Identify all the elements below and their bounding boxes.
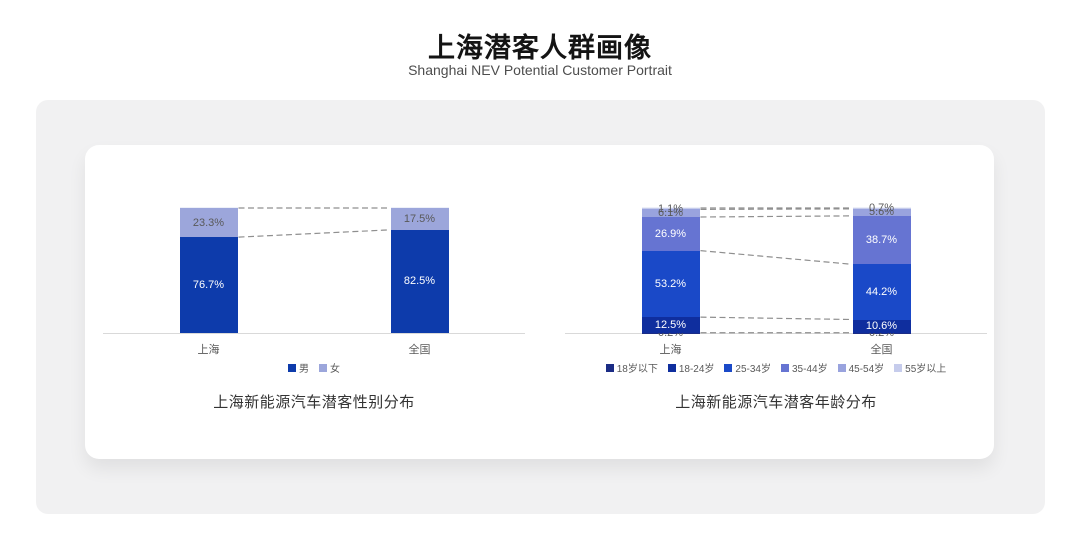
- category-label: 全国: [408, 344, 431, 356]
- bar-segment: 76.7%: [179, 237, 238, 333]
- legend-swatch-icon: [837, 363, 846, 372]
- bar-segment-value-label: 82.5%: [403, 275, 436, 288]
- bar-segment-value-label: 44.2%: [865, 285, 898, 298]
- category-label: 全国: [870, 344, 893, 356]
- legend-swatch-icon: [605, 363, 614, 372]
- bar-segment-value-label: 26.9%: [654, 227, 687, 240]
- bar-segment-value-label: 10.6%: [865, 320, 898, 333]
- charts-card: 76.7% 23.3% 82.5% 17.5% 上海 全国 男女 上海新能源汽车潜客性别…: [85, 145, 994, 459]
- age-chart-category-labels: 上海 全国: [565, 341, 987, 356]
- bar-segment: 0.7%: [852, 202, 911, 214]
- legend-label: 女: [330, 364, 340, 376]
- bar-segment-value-label: 38.7%: [865, 234, 898, 247]
- age-chart-legend: 18岁以下 18-24岁 25-34岁 35-44岁 45-54岁 55岁以上: [565, 359, 987, 377]
- gender-chart-plot: 76.7% 23.3% 82.5% 17.5%: [103, 207, 525, 334]
- legend-label: 35-44岁: [792, 364, 828, 376]
- bar-segment: 23.3%: [179, 208, 238, 238]
- bar-segment: 17.5%: [390, 208, 449, 230]
- x-axis-line: [565, 333, 987, 334]
- series-connector-lines: [238, 207, 390, 238]
- bar-segment-value-label: 12.5%: [654, 318, 687, 331]
- bar-segment: 53.2%: [641, 250, 700, 318]
- bar-segment: 82.5%: [390, 229, 449, 333]
- category-label: 上海: [659, 344, 682, 356]
- legend-item: 18-24岁: [667, 360, 715, 376]
- legend-item: 35-44岁: [781, 360, 828, 375]
- bar-segment: 5.6%: [852, 206, 911, 218]
- content-panel: 76.7% 23.3% 82.5% 17.5% 上海 全国 男女 上海新能源汽车潜客性别…: [36, 100, 1045, 514]
- x-axis-line: [103, 333, 525, 334]
- legend-swatch-icon: [667, 363, 676, 372]
- legend-label: 55岁以上: [905, 364, 947, 376]
- bar-segment: 38.7%: [852, 215, 911, 265]
- page-title: 上海潜客人群画像: [428, 33, 652, 63]
- legend-item: 18岁以下: [605, 360, 658, 376]
- age-chart-plot: 0.2% 12.5% 53.2% 26.9% 6.1% 1.1% 0.2% 10.6% 44.2…: [565, 202, 987, 339]
- legend-swatch-icon: [724, 363, 733, 372]
- legend-item: 55岁以上: [894, 360, 946, 375]
- gender-chart-title: 上海新能源汽车潜客性别分布: [213, 394, 415, 411]
- bar-segment: 44.2%: [852, 264, 911, 320]
- legend-label: 45-54岁: [848, 364, 885, 376]
- page-subtitle: Shanghai NEV Potential Customer Portrait: [408, 62, 672, 78]
- legend-swatch-icon: [319, 363, 327, 372]
- legend-label: 18岁以下: [616, 364, 658, 376]
- bar-segment: 26.9%: [641, 217, 700, 251]
- gender-chart-legend: 男女: [103, 359, 525, 377]
- bar-segment: 10.6%: [852, 319, 911, 333]
- gender-chart-category-labels: 上海 全国: [103, 341, 525, 356]
- bar-segment-value-label: 53.2%: [654, 277, 687, 290]
- legend-item: 男: [288, 360, 309, 375]
- legend-label: 18-24岁: [678, 364, 715, 376]
- bar-segment-value-label: 0.7%: [868, 202, 895, 215]
- legend-label: 25-34岁: [735, 364, 771, 376]
- legend-swatch-icon: [781, 363, 789, 372]
- bar-segment-value-label: 6.1%: [657, 207, 684, 220]
- bar-segment-value-label: 5.6%: [868, 206, 895, 219]
- legend-item: 女: [319, 360, 340, 375]
- bar-segment: 12.5%: [641, 317, 700, 333]
- series-connector-lines: [700, 207, 852, 334]
- legend-label: 男: [299, 364, 309, 376]
- bar-segment: 1.1%: [641, 203, 700, 215]
- legend-swatch-icon: [894, 363, 903, 372]
- bar-segment: 6.1%: [641, 207, 700, 219]
- bar-segment-value-label: 23.3%: [192, 216, 225, 229]
- legend-item: 45-54岁: [837, 360, 885, 376]
- age-chart-title: 上海新能源汽车潜客年龄分布: [675, 394, 877, 411]
- category-label: 上海: [197, 344, 220, 356]
- bar-segment-value-label: 17.5%: [403, 212, 436, 225]
- bar-segment-value-label: 76.7%: [192, 279, 225, 292]
- bar-segment-value-label: 1.1%: [657, 202, 684, 215]
- age-distribution-chart: 0.2% 12.5% 53.2% 26.9% 6.1% 1.1% 0.2% 10.6% 44.2…: [565, 145, 987, 459]
- legend-swatch-icon: [288, 363, 296, 372]
- gender-distribution-chart: 76.7% 23.3% 82.5% 17.5% 上海 全国 男女 上海新能源汽车潜客性别…: [103, 145, 525, 459]
- legend-item: 25-34岁: [724, 360, 771, 375]
